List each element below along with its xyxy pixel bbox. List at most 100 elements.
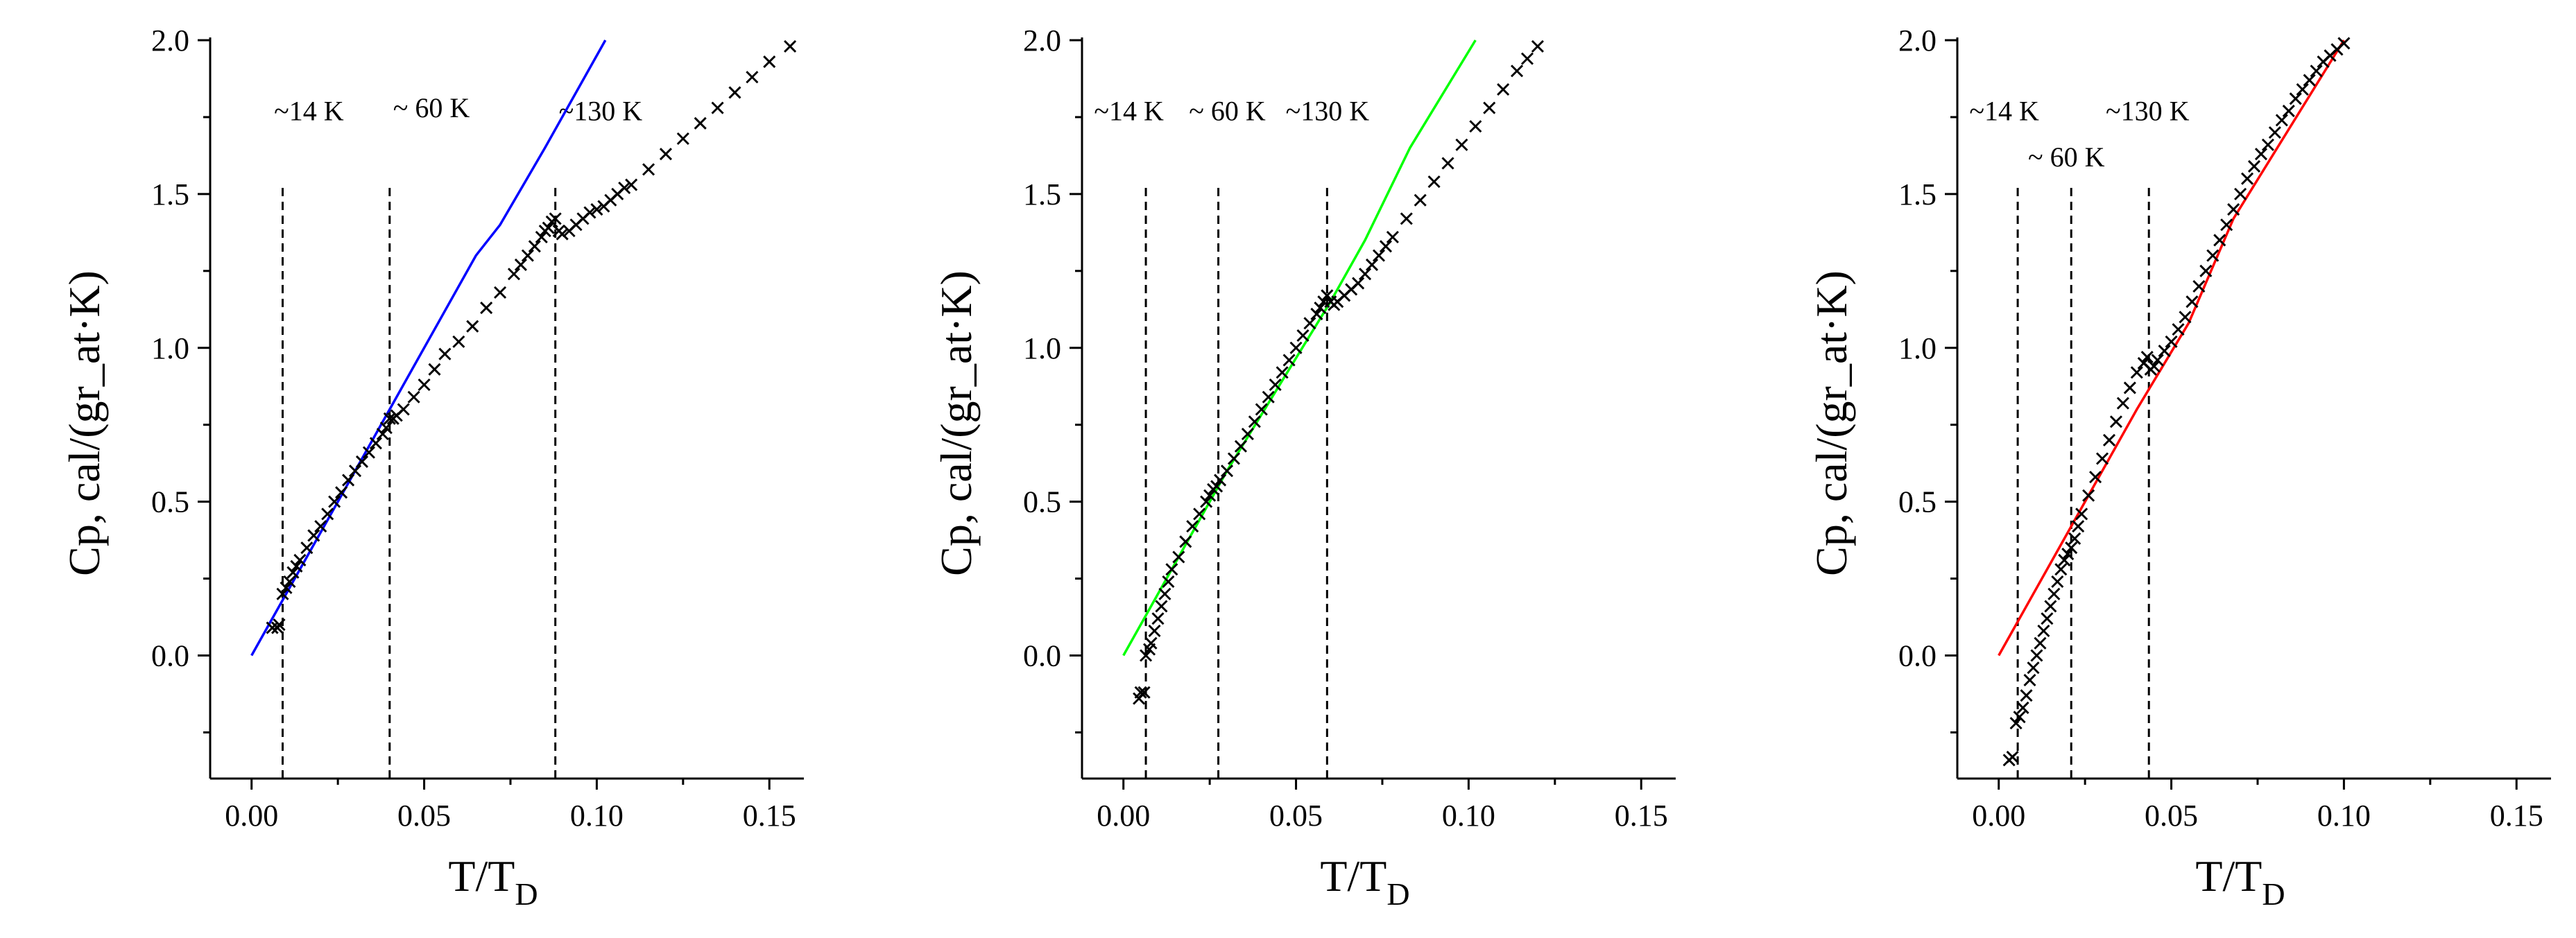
y-tick-label: 2.0 [1023,24,1061,58]
data-point-marker [2102,433,2116,446]
chart-panel-1: 0.00 0.05 0.10 0.15 0.0 0.5 1.0 1.5 2.0 T/TD Cp, c… [60,24,804,912]
data-point-marker [2041,612,2054,625]
y-tick-label: 1.0 [1023,331,1061,365]
data-point-marker [2275,114,2288,127]
data-point-marker [2147,360,2161,373]
y-tick-label: 1.5 [1023,177,1061,211]
x-axis-title: T/TD [448,851,538,912]
data-point-marker [2006,750,2019,764]
temperature-annotation-label: ~130 K [1286,95,1370,126]
data-point-marker [2061,548,2075,561]
x-tick-label: 0.15 [1615,799,1668,833]
data-point-marker [2151,354,2164,367]
data-point-marker [1220,464,1234,478]
data-point-marker [362,446,375,459]
data-point-marker [746,71,759,84]
data-point-marker [2165,335,2178,348]
y-tick-label: 0.5 [151,485,189,519]
x-axis-title-main: T/T [2195,851,2262,901]
data-point-marker [376,427,389,441]
data-point-marker [2158,345,2171,358]
data-point-marker [1352,277,1365,290]
x-tick-label: 0.00 [225,799,278,833]
data-point-marker [521,249,534,262]
data-point-marker [1269,378,1282,392]
data-point-marker [1469,120,1482,133]
data-point-marker [1455,138,1468,151]
data-point-marker [784,40,797,53]
data-point-marker [2268,126,2281,139]
data-point-marker [2054,563,2068,576]
x-tick-label: 0.10 [1442,799,1495,833]
data-point-marker [1241,427,1254,441]
data-point-marker [1427,175,1441,189]
x-tick-label: 0.15 [743,799,796,833]
data-point-marker [1531,40,1544,53]
x-axis-title-subscript: D [1386,876,1409,912]
data-point-marker [1386,230,1399,244]
data-point-marker [2020,689,2033,702]
data-point-marker [2192,279,2206,293]
data-point-marker [1511,64,1524,78]
data-point-marker [1282,354,1296,367]
y-tick-label: 1.5 [1898,177,1937,211]
data-point-marker [2213,234,2226,247]
data-point-marker [2254,148,2268,161]
data-point-marker [625,178,638,191]
data-point-marker [1151,612,1165,625]
data-point-marker [2220,218,2233,232]
temperature-annotation-label: ~ 60 K [393,92,470,123]
data-point-marker [286,566,300,579]
data-point-marker [642,163,655,176]
data-point-marker [2227,203,2240,216]
temperature-annotation-label: ~14 K [1969,95,2039,126]
data-point-marker [2240,172,2254,185]
data-point-marker [2013,711,2026,724]
data-point-marker [2027,661,2040,675]
x-tick-label: 0.05 [1269,799,1323,833]
data-point-marker [280,581,293,594]
data-point-marker [2116,397,2129,410]
x-axis-title-subscript: D [2262,876,2285,912]
fit-line [250,40,607,657]
data-point-marker [1248,415,1261,428]
data-point-marker [711,101,724,114]
data-point-marker [369,437,382,450]
data-point-marker [763,55,776,69]
data-point-marker [542,221,555,234]
data-point-marker [283,575,296,589]
data-point-marker [1441,157,1454,170]
data-point-marker [1165,563,1178,576]
chart-panel-3: 0.00 0.05 0.10 0.15 0.0 0.5 1.0 1.5 2.0 T/TD Cp, c… [1807,24,2551,912]
data-point-marker [2051,575,2064,589]
data-point-marker [1158,587,1171,600]
data-point-marker [290,559,303,573]
y-tick-label: 0.0 [151,639,189,673]
data-point-marker [618,181,631,195]
data-point-marker [335,486,348,499]
x-tick-label: 0.00 [1097,799,1150,833]
data-point-marker [1148,624,1161,638]
data-point-marker [676,132,689,146]
data-point-marker [1214,474,1227,487]
data-point-marker [2030,649,2043,662]
data-point-marker [659,148,672,161]
data-point-marker [2303,73,2316,87]
y-tick-label: 2.0 [1898,24,1937,58]
y-tick-label: 2.0 [151,24,189,58]
data-point-marker [1303,317,1316,330]
data-point-marker [1140,649,1153,662]
chart-panel-2: 0.00 0.05 0.10 0.15 0.0 0.5 1.0 1.5 2.0 T/TD Cp, c… [931,24,1676,912]
y-tick-label: 1.0 [1898,331,1937,365]
data-point-marker [590,203,603,216]
data-point-marker [2016,701,2029,715]
data-point-marker [1234,440,1247,453]
data-point-marker [2075,507,2088,521]
data-point-marker [2247,159,2261,173]
data-point-marker [2009,717,2023,730]
data-point-marker [348,464,362,478]
data-point-marker [1321,289,1334,302]
data-point-marker [466,320,479,333]
data-point-marker [1210,480,1223,493]
